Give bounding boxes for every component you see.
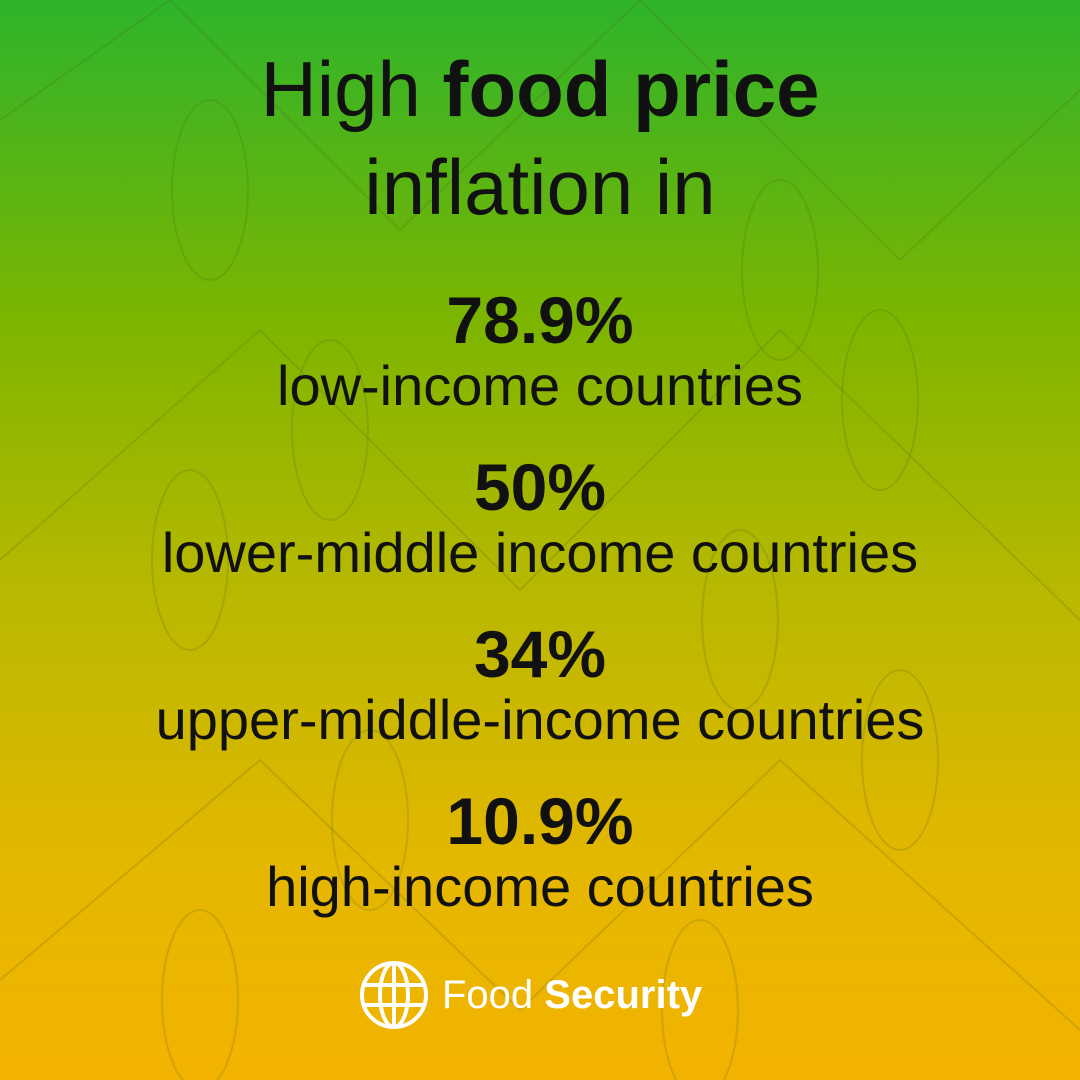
globe-icon [360,961,428,1029]
title-line: High food price [0,50,1080,128]
stat-value: 78.9% [446,283,634,357]
stat-value: 10.9% [446,784,634,858]
stat-label: upper-middle-income countries [155,688,925,751]
title-line: inflation in [0,148,1080,226]
footer-text: Food [442,972,534,1017]
stat-item: 78.9% low-income countries [0,283,1080,450]
stat-item: 50% lower-middle income countries [0,450,1080,617]
title-text: inflation in [364,143,716,231]
stat-label: lower-middle income countries [161,521,919,584]
logo: Food Security [358,958,702,1032]
stat-label: low-income countries [277,354,803,417]
title-bold: food price [442,45,820,133]
footer-bold: Security [544,972,703,1017]
stat-item: 34% upper-middle-income countries [0,617,1080,784]
stat-value: 34% [473,617,607,691]
stat-value: 50% [473,450,607,524]
title-text: High [260,45,421,133]
stat-item: 10.9% high-income countries [0,784,1080,951]
stat-list: 78.9% low-income countries 50% lower-middle… [0,283,1080,951]
stat-label: high-income countries [266,855,814,918]
